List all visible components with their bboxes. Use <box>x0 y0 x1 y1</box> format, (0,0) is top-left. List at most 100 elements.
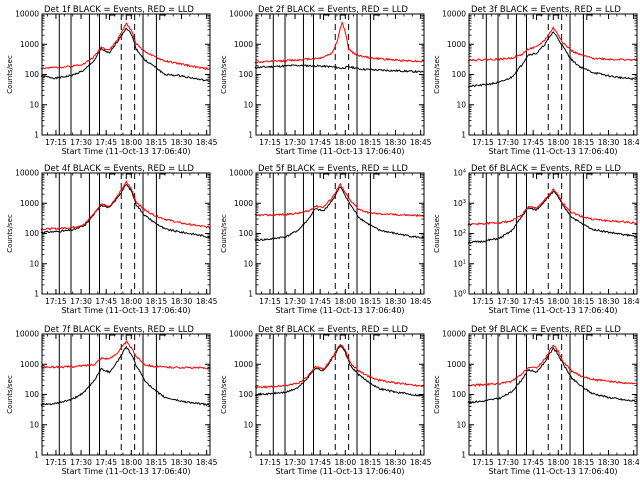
bracket-marker <box>125 173 133 179</box>
y-tick-label: 100 <box>452 70 467 79</box>
y-tick-label: 10 <box>243 420 253 429</box>
y-tick-label: 10000 <box>229 10 253 19</box>
series-line-lld <box>467 344 638 387</box>
y-tick-label: 10 <box>29 259 39 268</box>
y-tick-label: 10 <box>29 100 39 109</box>
y-tick-label: 1 <box>34 131 39 140</box>
x-tick-label: 18:30 <box>385 458 407 467</box>
bracket-marker <box>339 334 347 340</box>
y-tick-label: 10000 <box>229 169 253 178</box>
y-tick-label: 1000 <box>447 40 466 49</box>
x-tick-label: 18:30 <box>171 458 193 467</box>
chart-panel-2: 1 10 100 1000 10000 17:15 17:30 17:45 18:00 18:15… <box>220 5 432 156</box>
y-tick-label: 10000 <box>15 330 39 339</box>
x-axis-label: Start Time (11-Oct-13 17:06:40) <box>275 147 404 156</box>
x-tick-label: 18:45 <box>196 458 218 467</box>
series-line-events <box>467 346 638 404</box>
x-tick-label: 17:15 <box>259 297 281 306</box>
chart-panel-5: 1 10 100 1000 10000 17:15 17:30 17:45 18:00 18:15… <box>220 164 432 315</box>
bracket-marker <box>125 14 133 20</box>
y-tick-label: 100 <box>239 229 254 238</box>
x-tick-label: 18:00 <box>547 138 569 147</box>
series-line-lld <box>467 188 638 227</box>
bracket-marker <box>536 334 543 340</box>
series-line-lld <box>254 343 425 389</box>
x-tick-label: 18:30 <box>385 297 407 306</box>
x-tick-label: 18:30 <box>598 458 620 467</box>
x-tick-label: 17:45 <box>522 458 544 467</box>
y-tick-label: 10000 <box>442 10 466 19</box>
x-tick-label: 17:30 <box>497 297 519 306</box>
series-line-events <box>40 345 211 407</box>
x-tick-label: 18:15 <box>146 458 168 467</box>
y-axis-label: Counts/sec <box>220 375 228 414</box>
x-tick-label: 18:45 <box>410 138 432 147</box>
x-tick-label: 18:00 <box>334 458 356 467</box>
bracket-marker <box>536 173 543 179</box>
x-tick-label: 18:15 <box>360 138 382 147</box>
chart-title: Det 9f BLACK = Events, RED = LLD <box>471 325 621 335</box>
x-tick-label: 17:30 <box>497 458 519 467</box>
series-line-lld <box>40 180 211 231</box>
x-tick-label: 17:45 <box>95 138 117 147</box>
bracket-marker <box>339 14 347 20</box>
y-axis-label: Counts/sec <box>6 214 14 253</box>
x-tick-label: 18:00 <box>547 458 569 467</box>
bracket-marker <box>339 173 347 179</box>
series-line-events <box>40 183 211 239</box>
y-tick-label: 10 <box>243 100 253 109</box>
chart-panel-3: 1 10 100 1000 10000 17:15 17:30 17:45 18:00 18:15… <box>433 5 640 156</box>
x-tick-label: 17:15 <box>45 138 67 147</box>
chart-panel-8: 1 10 100 1000 10000 17:15 17:30 17:45 18:00 18:15… <box>220 325 432 476</box>
x-tick-label: 18:30 <box>598 138 620 147</box>
bracket-marker <box>323 14 330 20</box>
x-tick-label: 17:15 <box>472 297 494 306</box>
x-axis-label: Start Time (11-Oct-13 17:06:40) <box>61 306 190 315</box>
series-line-lld <box>467 25 638 62</box>
bracket-marker <box>586 14 593 20</box>
y-tick-label: 100 <box>25 390 40 399</box>
x-tick-label: 17:30 <box>284 458 306 467</box>
x-tick-label: 18:30 <box>385 138 407 147</box>
x-tick-label: 18:45 <box>623 458 640 467</box>
y-tick-label: 1000 <box>234 199 253 208</box>
x-axis-label: Start Time (11-Oct-13 17:06:40) <box>488 306 617 315</box>
y-axis-label: Counts/sec <box>220 55 228 94</box>
x-tick-label: 18:15 <box>573 458 595 467</box>
y-tick-label: 1000 <box>20 199 39 208</box>
series-line-events <box>254 64 425 74</box>
x-tick-label: 17:45 <box>309 138 331 147</box>
x-tick-label: 17:45 <box>522 297 544 306</box>
bracket-marker <box>373 14 380 20</box>
x-tick-label: 18:15 <box>360 297 382 306</box>
x-tick-label: 18:00 <box>120 297 142 306</box>
y-tick-label: 1000 <box>234 360 253 369</box>
x-tick-label: 18:00 <box>334 138 356 147</box>
bracket-marker <box>586 334 593 340</box>
x-tick-label: 18:15 <box>573 138 595 147</box>
bracket-marker <box>125 334 133 340</box>
bracket-marker <box>323 334 330 340</box>
y-tick-label: 1 <box>461 131 466 140</box>
y-tick-label: 1000 <box>447 360 466 369</box>
x-tick-label: 17:45 <box>309 297 331 306</box>
x-axis-label: Start Time (11-Oct-13 17:06:40) <box>61 147 190 156</box>
y-axis-label: Counts/sec <box>6 55 14 94</box>
bracket-marker <box>552 173 560 179</box>
x-tick-label: 17:15 <box>259 458 281 467</box>
bracket-marker <box>159 334 166 340</box>
y-tick-label: 10 <box>456 100 466 109</box>
x-axis-label: Start Time (11-Oct-13 17:06:40) <box>488 147 617 156</box>
chart-title: Det 7f BLACK = Events, RED = LLD <box>44 325 194 335</box>
series-line-events <box>467 31 638 88</box>
x-tick-label: 17:45 <box>95 297 117 306</box>
x-tick-label: 17:15 <box>472 138 494 147</box>
x-tick-label: 18:30 <box>171 297 193 306</box>
y-tick-label: 10 <box>29 420 39 429</box>
chart-panel-4: 1 10 100 1000 10000 17:15 17:30 17:45 18:00 18:15… <box>6 164 218 315</box>
chart-panel-9: 1 10 100 1000 10000 17:15 17:30 17:45 18:00 18:15… <box>433 325 640 476</box>
chart-title: Det 8f BLACK = Events, RED = LLD <box>258 325 408 335</box>
chart-title: Det 1f BLACK = Events, RED = LLD <box>44 5 194 15</box>
chart-title: Det 5f BLACK = Events, RED = LLD <box>258 164 408 174</box>
y-axis-label: Counts/sec <box>220 214 228 253</box>
